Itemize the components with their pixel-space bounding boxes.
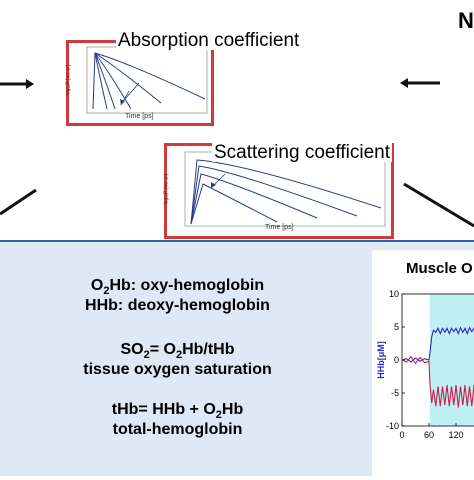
left-diagonal-line [0, 188, 37, 216]
y-tick-label: 5 [394, 322, 399, 332]
absorption-ylabel: log₁₀R [no. p.] [65, 64, 72, 96]
thb-description: total-hemoglobin [112, 421, 243, 438]
hhb-definition: HHb: deoxy-hemoglobin [85, 297, 270, 314]
x-tick-label: 0 [399, 430, 404, 440]
y-tick-label: -5 [391, 388, 399, 398]
left-arrow [0, 79, 34, 89]
hhb-series-line [401, 326, 474, 363]
absorption-title: Absorption coefficient [116, 30, 302, 51]
right-arrow [400, 78, 440, 88]
so2-description: tissue oxygen saturation [83, 361, 272, 378]
y-tick-label: 0 [394, 355, 399, 365]
o2hb-series-line [401, 355, 474, 408]
y-tick-label: 10 [389, 289, 399, 299]
absorption-xlabel: Time [ps] [125, 113, 154, 120]
scattering-title: Scattering coefficient [212, 142, 393, 163]
absorption-curves [86, 46, 208, 114]
y-tick-label: -10 [386, 421, 399, 431]
y-axis-label: HHb[μM] [376, 341, 386, 379]
muscle-chart-title: Muscle O [406, 260, 473, 277]
o2hb-definition: O2Hb: oxy-hemoglobin [90, 277, 265, 298]
x-tick-label: 120 [448, 430, 463, 440]
right-diagonal-line [403, 182, 474, 228]
so2-formula: SO2= O2Hb/tHb [120, 341, 235, 362]
corner-title: N [458, 8, 474, 33]
scattering-ylabel: log₁₀R [no. p.] [163, 173, 170, 205]
x-tick-label: 60 [424, 430, 434, 440]
definitions-panel: O2Hb: oxy-hemoglobin HHb: deoxy-hemoglob… [0, 240, 474, 476]
arrows-layer [0, 78, 474, 228]
scattering-xlabel: Time [ps] [265, 224, 294, 231]
thb-formula: tHb= HHb + O2Hb [111, 401, 244, 422]
absorption-plot: Time [ps] log₁₀R [no. p.] [65, 40, 214, 126]
